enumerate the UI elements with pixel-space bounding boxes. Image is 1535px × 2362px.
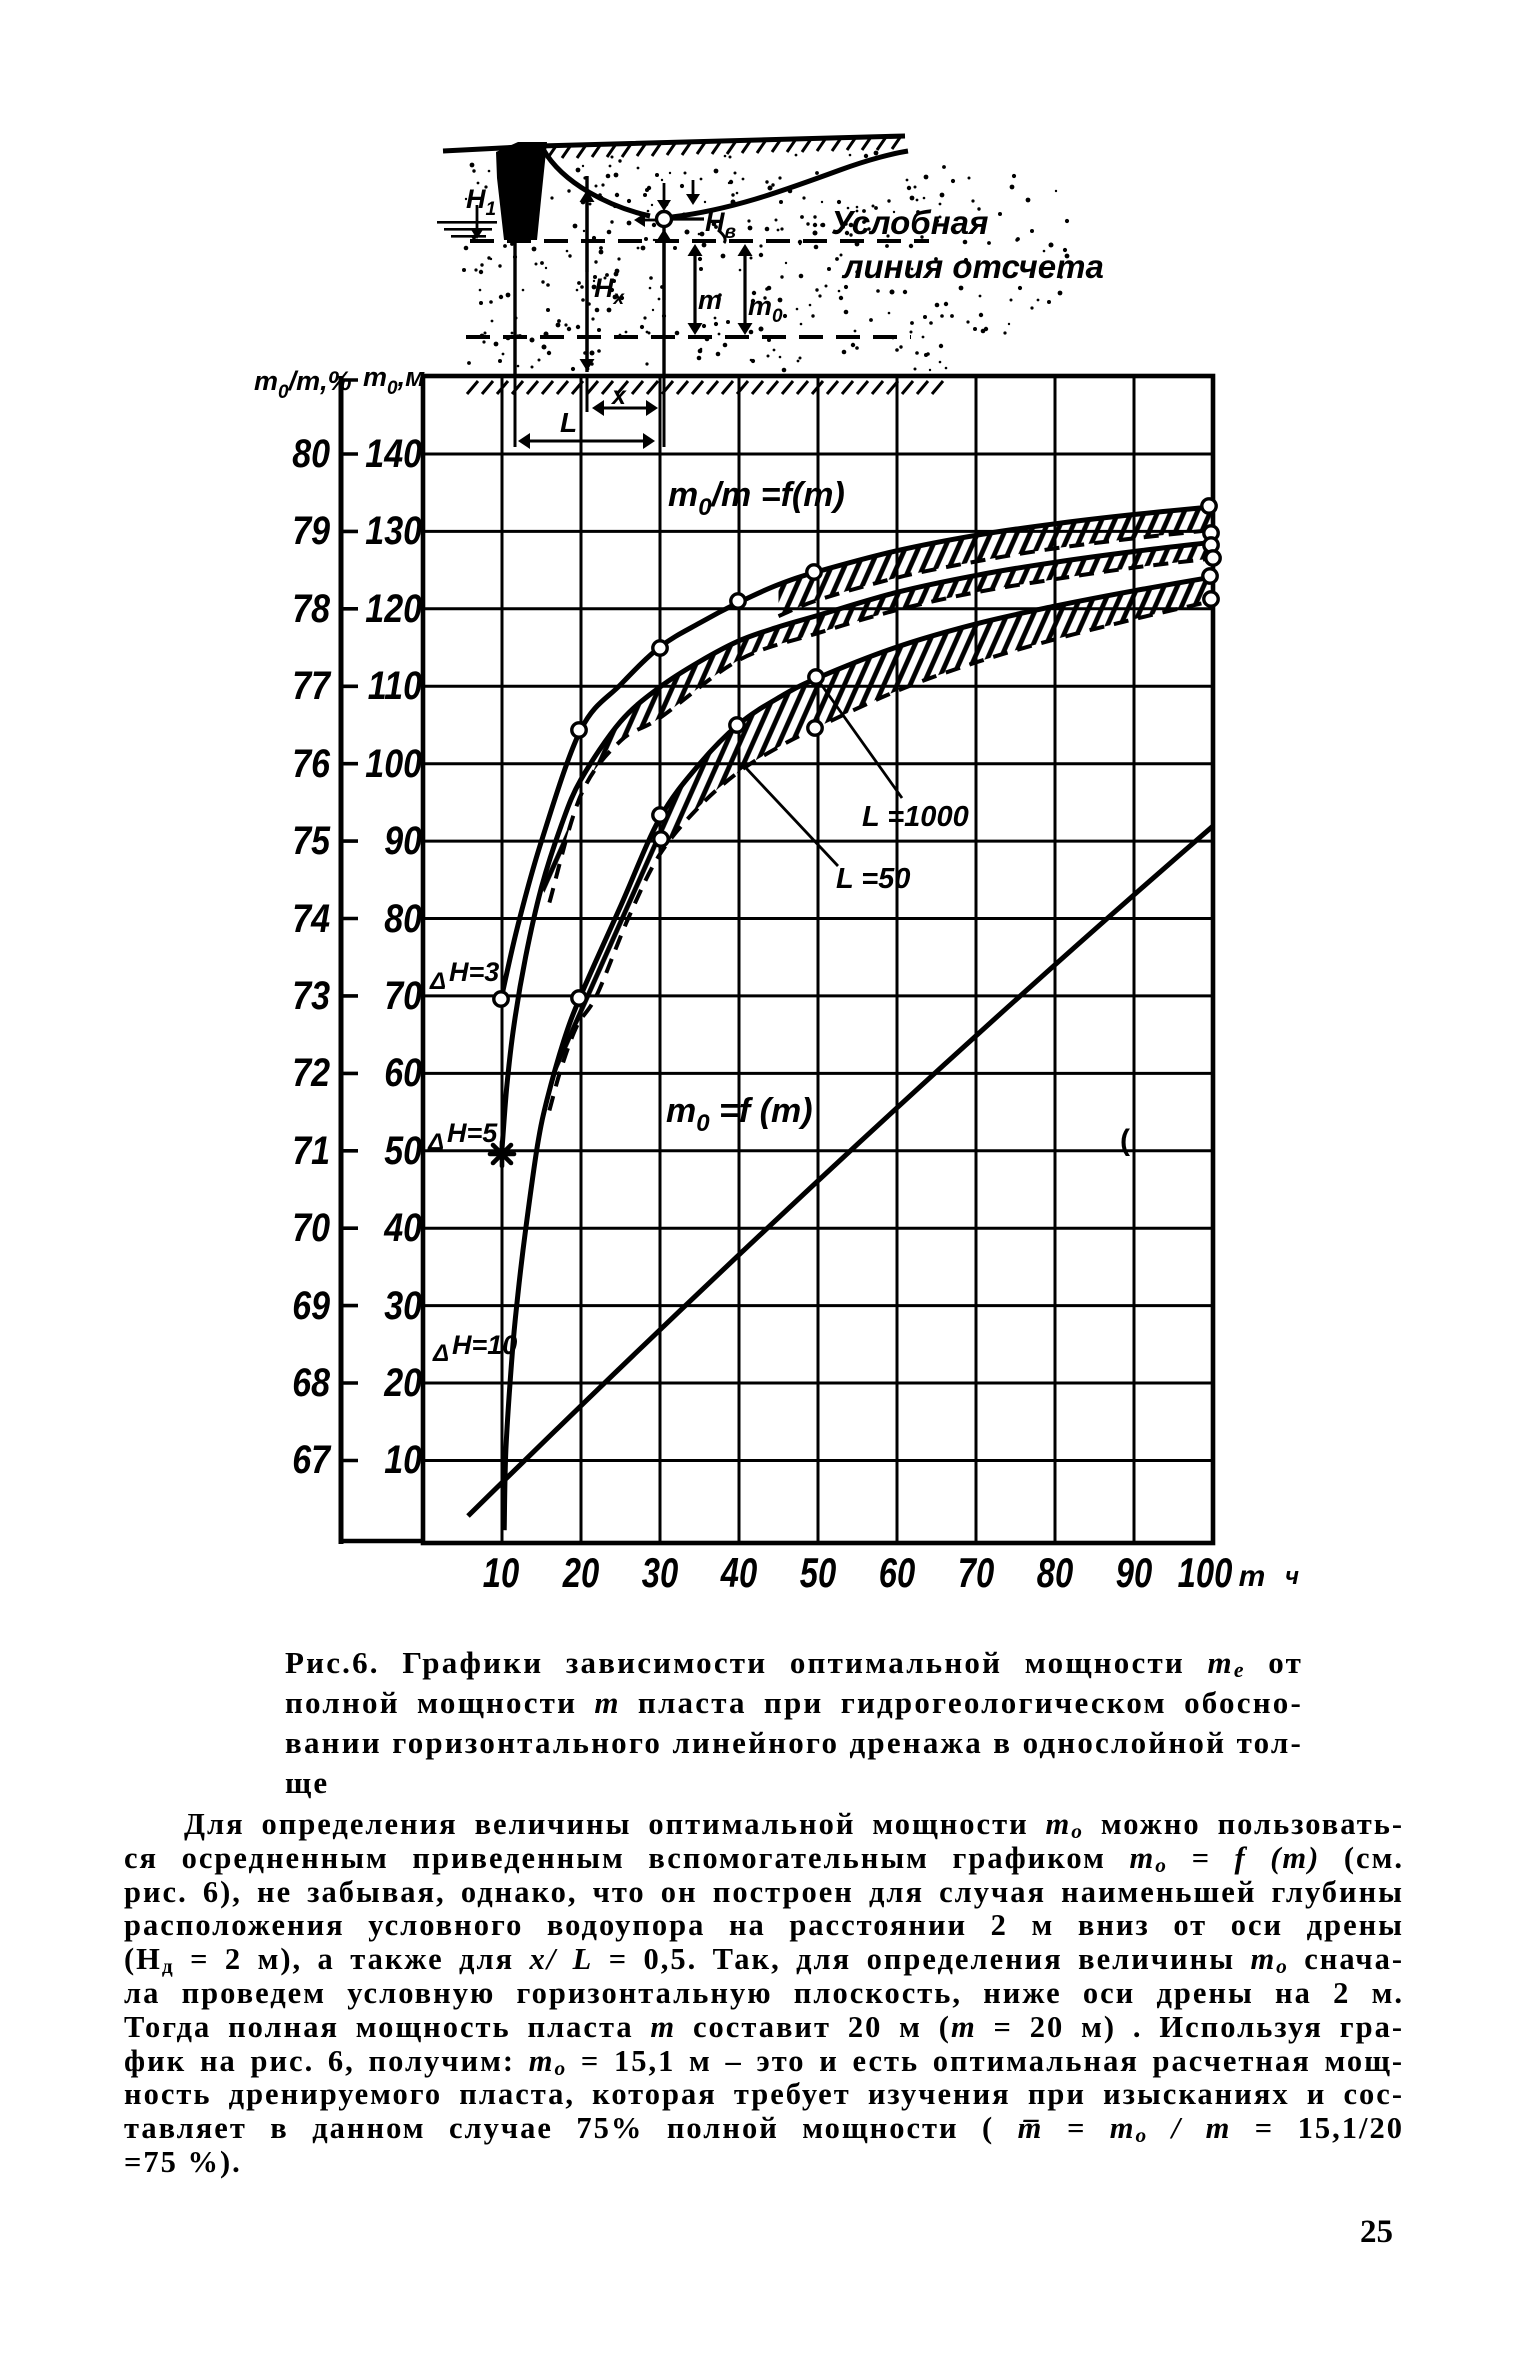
svg-text:H=3: H=3 bbox=[449, 957, 499, 987]
svg-text:40: 40 bbox=[720, 1549, 757, 1596]
svg-text:60: 60 bbox=[879, 1549, 915, 1596]
svg-text:H=10: H=10 bbox=[452, 1330, 517, 1360]
svg-text:m0 =f (m): m0 =f (m) bbox=[666, 1092, 813, 1137]
svg-text:L =1000: L =1000 bbox=[862, 801, 969, 833]
svg-text:Δ: Δ bbox=[432, 1340, 449, 1367]
svg-text:m0: m0 bbox=[748, 291, 783, 327]
svg-text:Hв: Hв bbox=[705, 207, 736, 243]
svg-text:80: 80 bbox=[384, 895, 422, 940]
svg-text:120: 120 bbox=[365, 585, 422, 630]
svg-text:71: 71 bbox=[292, 1127, 330, 1172]
svg-text:x: x bbox=[610, 382, 627, 410]
svg-text:H=5: H=5 bbox=[447, 1118, 498, 1148]
svg-text:20: 20 bbox=[562, 1549, 599, 1596]
svg-text:20: 20 bbox=[383, 1359, 422, 1404]
svg-text:140: 140 bbox=[365, 430, 422, 475]
svg-text:линия отсчета: линия отсчета bbox=[841, 248, 1104, 285]
svg-text:L =50: L =50 bbox=[836, 863, 910, 895]
svg-text:50: 50 bbox=[384, 1127, 422, 1172]
svg-text:100: 100 bbox=[365, 740, 422, 785]
svg-text:69: 69 bbox=[292, 1282, 330, 1327]
svg-text:70: 70 bbox=[384, 972, 422, 1017]
svg-text:80: 80 bbox=[292, 430, 330, 475]
svg-text:78: 78 bbox=[292, 585, 330, 630]
svg-text:m0/m =f(m): m0/m =f(m) bbox=[668, 476, 845, 521]
svg-text:73: 73 bbox=[292, 972, 330, 1017]
svg-text:110: 110 bbox=[368, 662, 423, 707]
svg-text:10: 10 bbox=[483, 1549, 519, 1596]
svg-text:77: 77 bbox=[292, 662, 332, 707]
svg-text:70: 70 bbox=[292, 1204, 330, 1249]
svg-text:74: 74 bbox=[292, 895, 330, 940]
svg-text:30: 30 bbox=[384, 1282, 422, 1327]
svg-text:79: 79 bbox=[292, 507, 330, 552]
svg-text:80: 80 bbox=[1037, 1549, 1073, 1596]
svg-text:60: 60 bbox=[384, 1049, 422, 1094]
svg-text:68: 68 bbox=[292, 1359, 330, 1404]
svg-text:90: 90 bbox=[1116, 1549, 1152, 1596]
svg-text:m: m bbox=[698, 285, 722, 315]
svg-text:Hx: Hx bbox=[594, 273, 626, 309]
svg-text:H1: H1 bbox=[466, 184, 496, 220]
svg-text:Δ: Δ bbox=[427, 1129, 444, 1156]
svg-text:m0,м: m0,м bbox=[363, 362, 425, 399]
svg-text:67: 67 bbox=[292, 1436, 332, 1481]
svg-text:Услобная: Услобная bbox=[831, 204, 988, 241]
svg-text:(: ( bbox=[1120, 1124, 1130, 1157]
svg-text:40: 40 bbox=[383, 1204, 422, 1249]
svg-text:ч: ч bbox=[1285, 1563, 1299, 1590]
svg-text:m: m bbox=[1239, 1560, 1266, 1593]
svg-text:75: 75 bbox=[292, 817, 331, 862]
svg-text:90: 90 bbox=[384, 817, 422, 862]
svg-text:50: 50 bbox=[800, 1549, 836, 1596]
svg-text:100: 100 bbox=[1178, 1549, 1233, 1596]
svg-text:L: L bbox=[560, 407, 577, 438]
svg-text:Δ: Δ bbox=[429, 968, 446, 995]
svg-text:76: 76 bbox=[292, 740, 330, 785]
svg-text:70: 70 bbox=[958, 1549, 994, 1596]
svg-text:30: 30 bbox=[642, 1549, 678, 1596]
svg-text:130: 130 bbox=[365, 507, 422, 552]
svg-text:72: 72 bbox=[292, 1049, 330, 1094]
svg-text:10: 10 bbox=[384, 1436, 422, 1481]
svg-text:m0/m,%: m0/m,% bbox=[254, 366, 352, 403]
